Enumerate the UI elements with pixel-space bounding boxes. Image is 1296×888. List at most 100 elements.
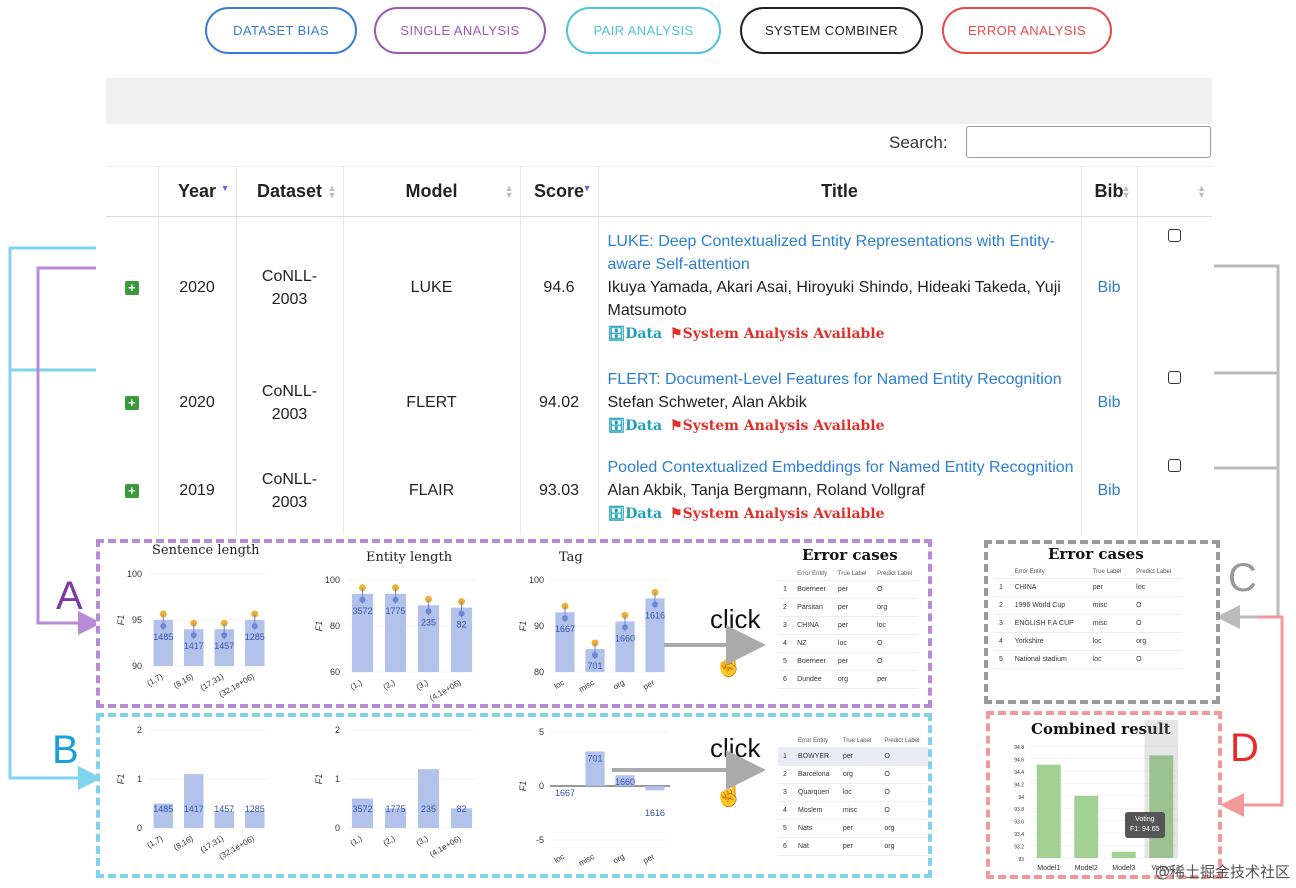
- y-tick-label: 90: [132, 661, 142, 671]
- mini-cell: 3: [994, 614, 1010, 633]
- x-tick-label: org: [611, 678, 626, 692]
- mini-cell: Boerneer: [792, 652, 833, 671]
- x-tick-label: (3,): [415, 678, 430, 692]
- mini-row: 5 National stadium loc O: [994, 650, 1182, 669]
- bar: [153, 803, 174, 828]
- mini-cell: org: [872, 598, 918, 617]
- sort-icon[interactable]: ▲ ▼: [1197, 183, 1206, 200]
- col-header-model[interactable]: Model ▲ ▼: [342, 166, 520, 217]
- bar-data-label: 3572: [352, 804, 372, 814]
- col-header-score[interactable]: Score ▼: [519, 166, 598, 217]
- leaderboard-table: Year ▼ Dataset ▲ ▼ Model ▲ ▼ Score ▼ Title Bib…: [106, 166, 1212, 535]
- y-tick-label: 100: [325, 575, 340, 585]
- mini-cell: loc: [872, 616, 918, 635]
- x-tick-label: (8,16): [172, 834, 195, 852]
- mini-cell: per: [1087, 578, 1132, 597]
- cell-score: 93.03: [519, 446, 598, 535]
- y-tick-label: 60: [330, 667, 340, 677]
- bar-data-label: 701: [587, 753, 602, 763]
- mini-header-row: Error Entity True Label Predict Label: [778, 568, 918, 581]
- mini-cell: Nats: [793, 819, 838, 838]
- col-header-select[interactable]: ▲ ▼: [1136, 166, 1212, 217]
- col-header-bib[interactable]: Bib ▲ ▼: [1080, 166, 1137, 217]
- mini-cell: 2: [994, 596, 1010, 615]
- bib-link[interactable]: Bib: [1097, 278, 1121, 296]
- row-select-checkbox[interactable]: [1168, 370, 1182, 384]
- data-link[interactable]: 🗄Data: [607, 505, 663, 522]
- mini-cell: Dundee: [792, 670, 833, 689]
- mini-cell: 4: [778, 634, 793, 653]
- paper-title-link[interactable]: Pooled Contextualized Embeddings for Nam…: [607, 458, 1074, 476]
- sort-icon[interactable]: ▲ ▼: [504, 183, 514, 200]
- tab-single-analysis[interactable]: SINGLE ANALYSIS: [374, 7, 546, 54]
- x-tick-label: loc: [553, 852, 566, 865]
- search-input[interactable]: [966, 126, 1211, 158]
- bar-data-label: 1485: [153, 804, 173, 814]
- expand-row-button[interactable]: +: [124, 395, 139, 410]
- x-tick-label: misc: [577, 852, 596, 868]
- sort-desc-icon[interactable]: ▼: [582, 183, 592, 193]
- paper-title-link[interactable]: FLERT: Document-Level Features for Named…: [607, 370, 1062, 388]
- col-header-dataset[interactable]: Dataset ▲ ▼: [235, 166, 343, 217]
- mini-header-row: Error Entity True Label Predict Label: [778, 735, 928, 748]
- mini-cell: 5: [778, 819, 793, 838]
- cell-year: 2020: [157, 358, 236, 447]
- bib-link[interactable]: Bib: [1097, 481, 1121, 499]
- sort-icon[interactable]: ▲ ▼: [1121, 183, 1131, 200]
- mini-row: 4 Yorkshire loc org: [994, 632, 1182, 651]
- table-row: + 2020 CoNLL- 2003 LUKE 94.6 LUKE: Deep …: [106, 216, 1212, 359]
- col-header-year[interactable]: Year ▼: [157, 166, 236, 217]
- system-analysis-link[interactable]: ⚑System Analysis Available: [670, 325, 885, 342]
- mini-row: 1 Boerneer per O: [778, 580, 918, 599]
- col-header-expand: [106, 166, 158, 217]
- bar: [645, 598, 665, 672]
- tab-dataset-bias[interactable]: DATASET BIAS: [205, 7, 357, 54]
- y-tick-label: 93: [1018, 857, 1024, 863]
- bar: [1111, 851, 1136, 858]
- bib-link[interactable]: Bib: [1097, 393, 1121, 411]
- mini-cell: O: [872, 580, 918, 599]
- system-analysis-link[interactable]: ⚑System Analysis Available: [670, 505, 885, 522]
- bar-data-label: 1457: [214, 641, 234, 651]
- y-tick-label: 0: [539, 781, 544, 791]
- system-analysis-link[interactable]: ⚑System Analysis Available: [670, 417, 885, 434]
- expand-row-button[interactable]: +: [124, 483, 139, 498]
- mean-marker: [425, 608, 432, 615]
- x-tick-label: (4,1e+06): [428, 678, 463, 703]
- sort-icon[interactable]: ▲ ▼: [327, 183, 337, 200]
- error-cases-table: Error Entity True Label Predict Label 1 CHIN…: [994, 566, 1182, 669]
- row-select-checkbox[interactable]: [1168, 458, 1182, 472]
- mini-row: 6 Nat per org: [778, 837, 928, 856]
- expand-row-button[interactable]: +: [124, 280, 139, 295]
- mini-cell: 3: [778, 616, 793, 635]
- x-tick-label: (32,1e+06): [218, 672, 256, 699]
- tab-error-analysis[interactable]: ERROR ANALYSIS: [942, 7, 1112, 54]
- sort-desc-icon[interactable]: ▼: [220, 183, 230, 193]
- cell-score: 94.6: [519, 216, 598, 359]
- bar: [615, 775, 635, 786]
- bar: [244, 620, 265, 666]
- bar: [417, 605, 440, 672]
- mini-cell: 1: [778, 747, 793, 766]
- y-tick-label: 93.2: [1014, 845, 1024, 851]
- paper-title-link[interactable]: LUKE: Deep Contextualized Entity Represe…: [607, 232, 1055, 273]
- tab-system-combiner[interactable]: SYSTEM COMBINER: [740, 7, 923, 54]
- mini-cell: Boerneer: [792, 580, 833, 599]
- mini-cell: True Label: [1087, 566, 1132, 579]
- col-header-title[interactable]: Title: [597, 166, 1081, 217]
- tab-pair-analysis[interactable]: PAIR ANALYSIS: [566, 7, 721, 54]
- combined-result-box: [986, 711, 1222, 879]
- mini-row: 3 Quarqueri loc O: [778, 783, 928, 802]
- y-axis-label: F1: [314, 774, 324, 785]
- cell-year: 2020: [157, 216, 236, 359]
- mini-cell: 5: [994, 650, 1010, 669]
- data-link[interactable]: 🗄Data: [607, 325, 663, 342]
- row-select-checkbox[interactable]: [1168, 229, 1182, 242]
- y-tick-label: 94: [1018, 795, 1024, 801]
- bar: [244, 810, 265, 828]
- y-tick-label: 1: [137, 774, 142, 784]
- mini-cell: Error Entity: [1009, 566, 1088, 579]
- mini-cell: Nat: [793, 837, 838, 856]
- mini-row: 4 NZ loc O: [778, 634, 918, 653]
- data-link[interactable]: 🗄Data: [607, 417, 663, 434]
